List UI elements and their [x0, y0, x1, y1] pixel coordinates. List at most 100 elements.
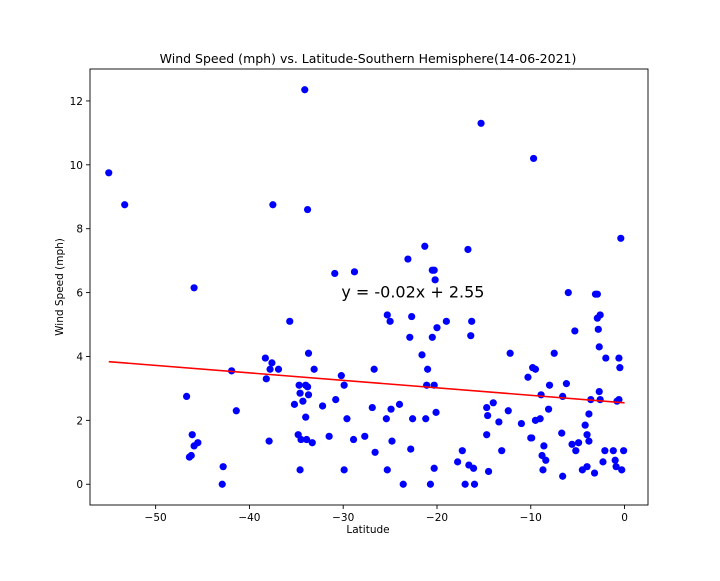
data-point	[616, 364, 624, 372]
data-point	[182, 392, 191, 400]
data-point	[194, 439, 202, 447]
data-point	[581, 421, 589, 429]
data-point	[524, 373, 532, 381]
data-point	[304, 391, 313, 399]
data-point	[585, 437, 593, 445]
data-point	[387, 405, 395, 413]
data-point	[536, 415, 544, 423]
data-point	[421, 242, 429, 250]
data-point	[601, 447, 609, 455]
data-point	[395, 400, 404, 408]
data-point	[408, 312, 416, 321]
data-point	[489, 399, 497, 407]
data-point	[310, 365, 318, 373]
data-point	[442, 317, 450, 325]
data-point	[383, 466, 391, 474]
data-point	[468, 317, 476, 325]
data-point	[370, 365, 378, 373]
data-point	[575, 439, 583, 447]
data-point	[477, 119, 485, 127]
data-point	[599, 458, 607, 466]
data-point	[559, 392, 567, 400]
data-point	[404, 255, 412, 263]
data-point	[483, 403, 491, 412]
y-tick-label: 12	[70, 96, 83, 108]
y-tick-label: 10	[70, 160, 83, 172]
data-point	[302, 413, 310, 421]
data-point	[296, 389, 304, 397]
data-point	[559, 472, 567, 480]
data-point	[388, 437, 396, 445]
data-point	[430, 464, 438, 472]
data-point	[562, 380, 571, 388]
data-point	[361, 432, 369, 440]
data-point	[409, 415, 417, 423]
data-point	[383, 311, 391, 319]
data-point	[568, 440, 576, 448]
data-point	[433, 324, 441, 332]
data-point	[585, 410, 593, 418]
data-point	[190, 284, 198, 292]
data-point	[424, 365, 432, 373]
x-tick-label: 0	[621, 512, 628, 524]
data-point	[458, 447, 466, 455]
data-point	[286, 317, 294, 325]
data-point	[331, 269, 339, 278]
data-point	[612, 463, 620, 471]
y-tick-label: 4	[76, 351, 83, 363]
data-point	[539, 466, 547, 474]
chart-title: Wind Speed (mph) vs. Latitude-Southern H…	[160, 51, 577, 66]
data-point	[583, 431, 591, 439]
data-point	[528, 434, 536, 442]
data-point	[595, 388, 603, 396]
data-point	[407, 445, 415, 453]
data-point	[544, 405, 553, 413]
data-point	[299, 397, 307, 405]
data-point	[618, 466, 626, 474]
data-point	[542, 456, 550, 464]
regression-equation: y = -0.02x + 2.55	[341, 282, 484, 301]
data-point	[583, 463, 591, 471]
data-point	[399, 480, 407, 488]
regression-line	[108, 360, 625, 404]
x-tick-label: −30	[332, 512, 354, 524]
data-point	[484, 411, 492, 420]
x-tick-label: −50	[145, 512, 167, 524]
x-axis-label: Latitude	[346, 524, 389, 536]
data-point	[262, 375, 270, 383]
data-point	[296, 466, 304, 474]
data-point	[219, 463, 227, 471]
data-point	[454, 458, 462, 466]
data-point	[470, 480, 479, 488]
x-tick-label: −10	[520, 512, 542, 524]
data-point	[121, 201, 129, 209]
data-point	[550, 349, 558, 357]
data-point	[187, 451, 195, 460]
data-point	[303, 383, 312, 391]
plot-frame	[89, 68, 649, 506]
plot-area: −50 −40 −30 −20 −10 0 0 2 4 6 8 10 12	[70, 68, 649, 524]
data-point	[274, 365, 283, 373]
data-point	[418, 351, 426, 359]
data-point	[406, 333, 414, 341]
data-point	[304, 349, 313, 357]
data-point	[290, 400, 299, 408]
data-point	[232, 407, 240, 415]
y-axis-label: Wind Speed (mph)	[54, 238, 66, 336]
data-point	[332, 395, 340, 404]
data-point	[495, 418, 503, 426]
data-point	[545, 381, 554, 389]
data-point	[615, 354, 623, 362]
data-point	[484, 467, 493, 476]
data-point	[368, 403, 376, 412]
y-tick-label: 0	[76, 479, 83, 491]
data-point	[529, 154, 538, 163]
data-point	[593, 290, 601, 298]
data-point	[504, 407, 512, 415]
data-point	[572, 447, 580, 455]
data-point	[337, 372, 345, 380]
y-tick-label: 2	[76, 415, 83, 427]
data-point	[349, 435, 358, 444]
data-point	[340, 466, 348, 474]
data-point	[506, 349, 514, 357]
